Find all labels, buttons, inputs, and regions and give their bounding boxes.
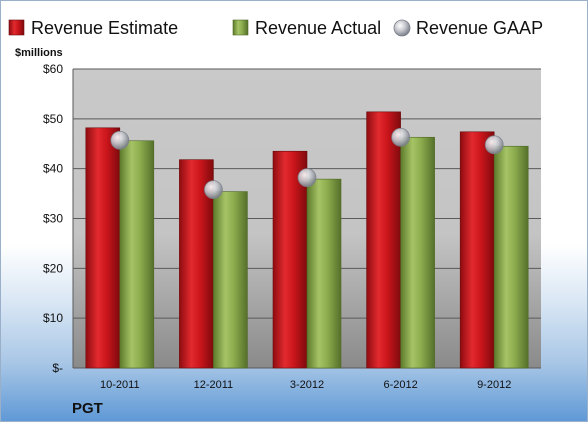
y-tick-label: $10: [43, 311, 63, 325]
x-tick-label: 10-2011: [100, 379, 140, 391]
x-tick-label: 3-2012: [290, 379, 324, 391]
bar-revenue-estimate: [366, 111, 401, 369]
x-tick-label: 9-2012: [477, 379, 511, 391]
marker-revenue-gaap: [391, 127, 411, 147]
company-label: PGT: [72, 400, 103, 417]
marker-revenue-gaap: [484, 135, 504, 155]
legend-swatch: [232, 19, 249, 36]
bar-revenue-actual: [400, 136, 435, 369]
marker-revenue-gaap: [203, 180, 223, 199]
y-tick-label: $-: [52, 361, 63, 375]
bar-revenue-estimate: [85, 127, 121, 369]
marker-revenue-gaap: [297, 168, 317, 188]
legend-swatch: [393, 19, 411, 37]
bar-revenue-actual: [213, 191, 248, 369]
bar-revenue-estimate: [272, 150, 308, 369]
bar-revenue-estimate: [459, 131, 495, 369]
legend-label: Revenue GAAP: [416, 18, 543, 38]
y-tick-label: $30: [43, 212, 63, 226]
legend-label: Revenue Estimate: [31, 18, 178, 38]
legend-item: Revenue Actual: [232, 18, 381, 38]
marker-revenue-gaap: [110, 130, 130, 150]
y-tick-label: $40: [43, 162, 63, 176]
y-tick-label: $60: [43, 62, 63, 76]
bar-revenue-actual: [306, 178, 342, 369]
legend-swatch: [8, 19, 25, 36]
y-tick-label: $20: [43, 261, 63, 275]
y-tick-label: $50: [43, 112, 63, 126]
bar-revenue-actual: [119, 140, 155, 369]
x-tick-label: 6-2012: [383, 379, 417, 391]
legend-item: Revenue GAAP: [393, 18, 543, 38]
bar-revenue-actual: [493, 145, 529, 369]
x-tick-label: 12-2011: [194, 379, 234, 391]
legend-label: Revenue Actual: [255, 18, 381, 38]
unit-label: $millions: [15, 47, 63, 59]
legend-item: Revenue Estimate: [8, 18, 178, 38]
